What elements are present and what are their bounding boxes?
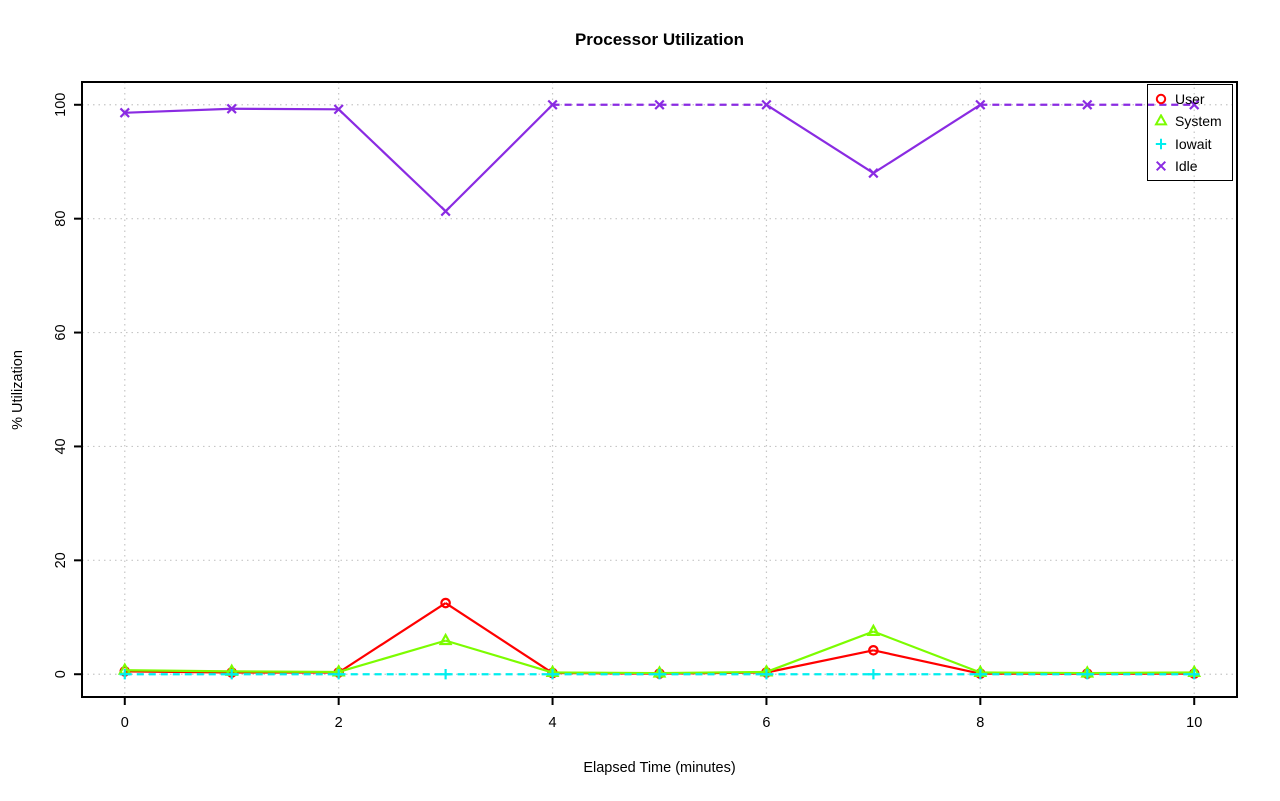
legend-item-system: System: [1154, 111, 1232, 131]
legend-label-idle: Idle: [1175, 157, 1198, 174]
system-marker-icon: [1154, 114, 1168, 126]
user-marker-icon: [1155, 93, 1167, 105]
x-tick-label: 10: [1186, 715, 1202, 731]
y-tick-label: 40: [53, 438, 69, 454]
legend-label-iowait: Iowait: [1175, 135, 1212, 152]
y-tick-label: 80: [53, 211, 69, 227]
x-tick-label: 8: [976, 715, 984, 731]
y-tick-label: 0: [53, 670, 69, 678]
x-axis-label: Elapsed Time (minutes): [583, 760, 736, 776]
y-tick-label: 20: [53, 552, 69, 568]
legend-item-user: User: [1154, 89, 1232, 109]
series-system: [117, 623, 1202, 678]
y-tick-label: 60: [53, 324, 69, 340]
x-tick-label: 0: [121, 715, 129, 731]
y-tick-label: 100: [53, 93, 69, 117]
x-tick-label: 4: [549, 715, 557, 731]
legend-label-system: System: [1175, 113, 1222, 130]
legend-label-user: User: [1175, 91, 1205, 108]
series-iowait: [119, 669, 1200, 680]
legend: User System Iowait Idle: [1147, 84, 1233, 181]
legend-item-iowait: Iowait: [1154, 134, 1232, 154]
idle-marker-icon: [1155, 160, 1167, 171]
series-idle: [119, 99, 1200, 217]
x-tick-label: 2: [335, 715, 343, 731]
iowait-marker-icon: [1155, 138, 1167, 149]
y-axis-label: % Utilization: [10, 350, 26, 430]
legend-item-idle: Idle: [1154, 156, 1232, 176]
gridlines: [82, 82, 1237, 697]
x-tick-label: 6: [762, 715, 770, 731]
plot-border: [81, 81, 1238, 698]
chart-title: Processor Utilization: [574, 30, 745, 49]
